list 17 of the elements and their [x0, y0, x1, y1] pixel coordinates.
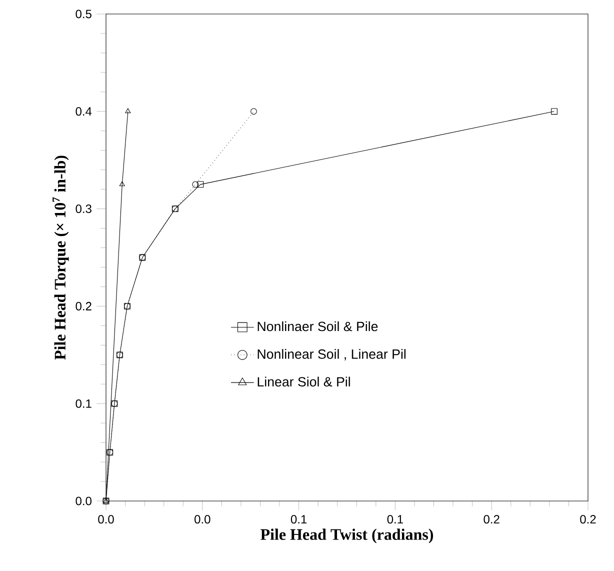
y-tick-label: 0.4	[76, 107, 92, 116]
x-tick-label: 0.0	[194, 515, 210, 524]
x-tick-label: 0.1	[290, 515, 307, 524]
y-tick-label: 0.3	[76, 204, 92, 214]
legend-label: Nonlinear Soil , Linear Pil	[258, 349, 406, 360]
legend-label: Nonlinaer Soil & Pile	[258, 321, 378, 332]
y-tick-label: 0.2	[76, 302, 92, 310]
x-tick-label: 0.2	[580, 515, 596, 524]
y-tick-label: 0.0	[76, 496, 92, 506]
x-tick-label: 0.0	[98, 515, 114, 524]
y-tick-label: 0.5	[76, 10, 92, 18]
x-axis-title: Pile Head Twist (radians)	[260, 528, 434, 544]
legend-label: Linear Siol & Pil	[258, 376, 350, 387]
y-tick-label: 0.1	[76, 399, 92, 408]
x-tick-label: 0.2	[484, 515, 500, 524]
y-axis-title: Pile Head Torque (× 10$^{7}$ in-lb)	[52, 156, 69, 360]
x-tick-label: 0.1	[387, 515, 403, 524]
